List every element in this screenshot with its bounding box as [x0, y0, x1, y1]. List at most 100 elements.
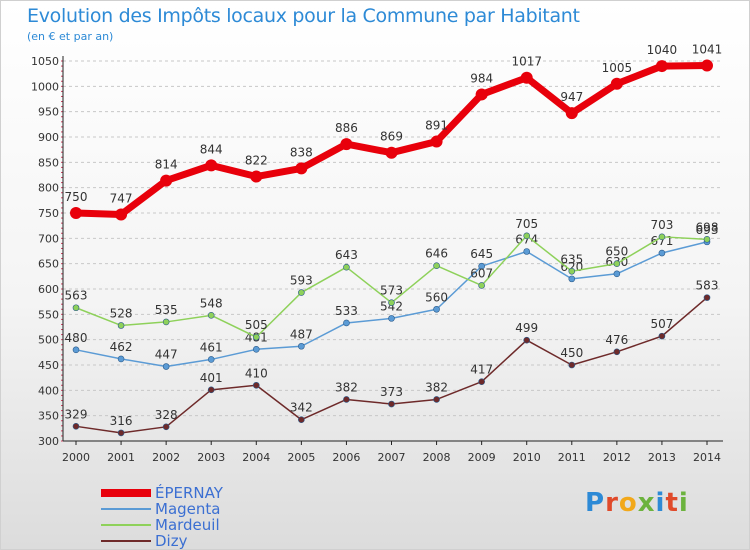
x-tick-label: 2004: [242, 451, 270, 464]
data-label-mardeuil: 650: [605, 245, 628, 259]
data-point--pernay: [610, 77, 623, 90]
y-tick-label: 700: [38, 232, 59, 245]
data-point--pernay: [115, 208, 128, 221]
data-point-magenta: [523, 248, 531, 255]
data-point-magenta: [72, 346, 80, 354]
data-point-magenta: [298, 342, 305, 350]
data-point-magenta: [613, 270, 621, 278]
data-point--pernay: [70, 207, 82, 219]
data-label--pernay: 747: [110, 192, 133, 206]
data-point-mardeuil: [343, 263, 350, 271]
data-label-mardeuil: 528: [110, 306, 133, 320]
data-label-mardeuil: 635: [560, 252, 583, 266]
legend-swatch: [101, 540, 151, 542]
data-label-magenta: 560: [425, 290, 448, 304]
chart-subtitle: (en € et par an): [27, 30, 114, 43]
data-point--pernay: [340, 138, 353, 151]
data-point-dizy: [117, 429, 125, 437]
data-point--pernay: [160, 174, 173, 187]
y-tick-label: 400: [38, 384, 59, 397]
data-point-dizy: [252, 381, 260, 389]
logo-letter: o: [618, 488, 638, 518]
data-label-dizy: 410: [245, 366, 268, 380]
data-point-mardeuil: [252, 333, 260, 341]
data-label-dizy: 316: [110, 414, 133, 428]
data-label--pernay: 869: [380, 130, 403, 144]
data-label--pernay: 1040: [647, 43, 678, 57]
data-point-dizy: [703, 294, 711, 301]
data-label-mardeuil: 607: [470, 266, 493, 280]
legend: ÉPERNAY Magenta Mardeuil Dizy: [101, 485, 301, 549]
data-point-dizy: [568, 361, 576, 369]
data-label--pernay: 838: [290, 145, 313, 159]
x-tick-label: 2006: [332, 451, 360, 464]
data-point-dizy: [433, 396, 440, 403]
data-label-dizy: 382: [425, 380, 448, 394]
data-label--pernay: 822: [245, 154, 268, 168]
data-point-magenta: [252, 345, 260, 353]
y-tick-label: 600: [38, 283, 59, 296]
data-point-mardeuil: [613, 260, 621, 267]
data-label--pernay: 814: [155, 158, 178, 172]
legend-item: Dizy: [101, 533, 301, 549]
x-tick-label: 2014: [693, 451, 721, 464]
y-tick-label: 350: [38, 410, 59, 423]
data-label-mardeuil: 705: [515, 217, 538, 231]
data-point--pernay: [701, 59, 713, 72]
y-tick-label: 1000: [31, 80, 59, 93]
legend-swatch: [101, 524, 151, 526]
y-tick-label: 650: [38, 258, 59, 271]
data-point-mardeuil: [162, 318, 170, 326]
data-label-mardeuil: 593: [290, 274, 313, 288]
chart-title: Evolution des Impôts locaux pour la Comm…: [27, 5, 580, 27]
data-point-dizy: [658, 332, 666, 340]
y-tick-label: 850: [38, 156, 59, 169]
data-point-dizy: [162, 423, 170, 431]
data-point--pernay: [430, 135, 443, 148]
data-point-dizy: [298, 416, 305, 424]
data-point-mardeuil: [298, 289, 305, 296]
data-point-mardeuil: [433, 262, 440, 269]
data-point-dizy: [478, 378, 485, 386]
data-label-dizy: 507: [650, 317, 673, 331]
data-point-magenta: [117, 355, 125, 363]
y-tick-label: 450: [38, 359, 59, 372]
data-point-mardeuil: [207, 312, 215, 319]
logo-letter: i: [678, 488, 689, 518]
data-label-magenta: 461: [200, 340, 223, 354]
x-tick-label: 2009: [468, 451, 496, 464]
data-label-dizy: 342: [290, 401, 313, 415]
data-point-dizy: [72, 423, 80, 430]
x-tick-label: 2012: [603, 451, 631, 464]
data-label-mardeuil: 563: [65, 289, 88, 303]
data-label--pernay: 1017: [511, 55, 542, 69]
data-point-dizy: [613, 348, 621, 356]
data-point-dizy: [523, 336, 531, 344]
proxiti-logo: Proxiti: [585, 488, 689, 518]
y-tick-label: 900: [38, 131, 59, 144]
data-label-mardeuil: 703: [650, 218, 673, 232]
data-label-mardeuil: 573: [380, 284, 403, 298]
data-point--pernay: [250, 170, 263, 183]
data-label--pernay: 1005: [602, 61, 633, 75]
y-tick-label: 300: [38, 435, 59, 448]
x-tick-label: 2013: [648, 451, 676, 464]
data-label-dizy: 329: [65, 407, 88, 421]
data-label-magenta: 487: [290, 327, 313, 341]
legend-item: ÉPERNAY: [101, 485, 301, 501]
data-label-dizy: 382: [335, 380, 358, 394]
data-point--pernay: [565, 107, 578, 120]
data-point-magenta: [343, 319, 350, 327]
data-point--pernay: [385, 146, 398, 159]
x-tick-label: 2011: [558, 451, 586, 464]
y-tick-label: 550: [38, 308, 59, 321]
data-label-dizy: 476: [605, 333, 628, 347]
data-point-mardeuil: [117, 322, 125, 329]
data-label--pernay: 984: [470, 71, 493, 85]
logo-letter: x: [637, 488, 656, 518]
data-point--pernay: [205, 159, 218, 172]
data-point--pernay: [475, 88, 488, 101]
legend-label: ÉPERNAY: [155, 484, 223, 502]
